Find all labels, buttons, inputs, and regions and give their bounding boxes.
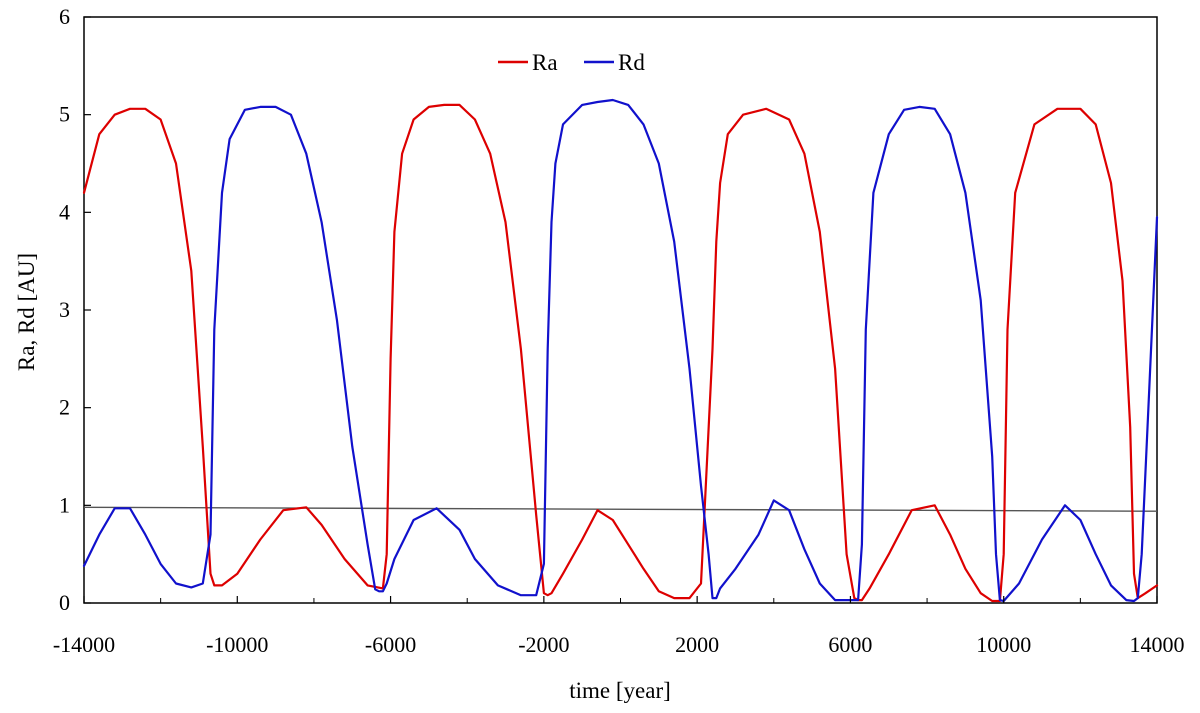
- x-tick-label: 2000: [675, 632, 719, 657]
- x-tick-label: 14000: [1130, 632, 1185, 657]
- y-tick-label: 0: [59, 590, 70, 615]
- legend: Ra Rd: [498, 50, 645, 75]
- series-line-ra: [82, 103, 1159, 603]
- x-tick-label: -2000: [518, 632, 569, 657]
- plot-area-border: [83, 16, 1158, 604]
- y-tick-label: 3: [59, 297, 70, 322]
- x-tick-label: 6000: [828, 632, 872, 657]
- y-tick-label: 1: [59, 492, 70, 517]
- y-tick-label: 6: [59, 4, 70, 29]
- reference-line: [83, 506, 1158, 512]
- legend-label-ra: Ra: [532, 50, 558, 75]
- x-tick-label: 10000: [976, 632, 1031, 657]
- x-tick-label: -14000: [53, 632, 115, 657]
- x-tick-label: -6000: [365, 632, 416, 657]
- series-line-rd: [82, 98, 1159, 603]
- y-tick-label: 4: [59, 199, 70, 224]
- legend-label-rd: Rd: [618, 50, 645, 75]
- x-axis-label: time [year]: [569, 678, 671, 703]
- y-tick-label: 2: [59, 395, 70, 420]
- x-tick-label: -10000: [206, 632, 268, 657]
- y-tick-label: 5: [59, 102, 70, 127]
- y-axis-label: Ra, Rd [AU]: [14, 253, 39, 371]
